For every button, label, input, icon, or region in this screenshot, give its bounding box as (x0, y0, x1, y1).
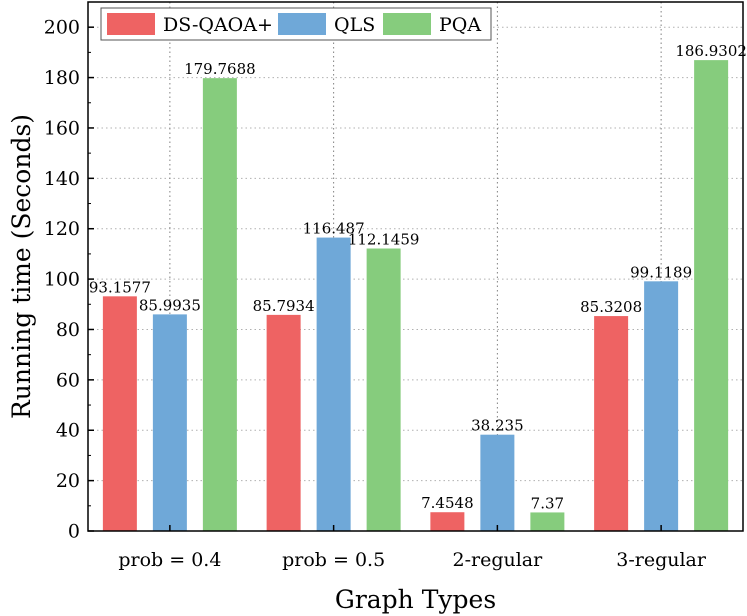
y-tick-label: 100 (44, 269, 80, 291)
bar-ds-qaoa- (430, 512, 465, 531)
bar-pqa (694, 60, 729, 532)
data-label: 38.235 (471, 417, 524, 435)
data-label: 85.9935 (139, 296, 201, 314)
legend-swatch (107, 13, 155, 35)
bar-pqa (202, 78, 237, 531)
y-tick-label: 80 (56, 319, 80, 341)
legend-label: PQA (439, 14, 481, 36)
data-label: 116.487 (303, 220, 365, 238)
bars (102, 60, 729, 532)
x-tick-label: 2-regular (453, 549, 544, 571)
plot-frame (87, 1, 744, 532)
bar-ds-qaoa- (102, 296, 137, 531)
y-tick-label: 200 (44, 17, 80, 39)
legend: DS-QAOA+ QLS PQA (100, 7, 492, 41)
x-tick-label: prob = 0.5 (282, 549, 385, 571)
legend-label: QLS (334, 14, 375, 36)
legend-swatch (383, 13, 431, 35)
bar-qls (480, 434, 515, 531)
data-label: 7.37 (531, 494, 564, 512)
y-tick-label: 60 (56, 369, 80, 391)
bar-qls (152, 314, 187, 531)
legend-swatch (278, 13, 326, 35)
bar-ds-qaoa- (594, 316, 629, 531)
bar-qls (316, 237, 351, 531)
data-label: 99.1189 (630, 263, 692, 281)
bar-pqa (530, 512, 565, 531)
y-tick-label: 120 (44, 218, 80, 240)
data-labels: 93.1577 85.7934 7.4548 85.3208 85.9935 116.48… (89, 42, 747, 512)
y-tick-label: 160 (44, 117, 80, 139)
x-axis-title: Graph Types (335, 585, 496, 614)
data-label: 186.9302 (675, 42, 747, 60)
legend-label: DS-QAOA+ (163, 14, 273, 36)
bar-qls (644, 281, 679, 531)
y-tick-label: 140 (44, 168, 80, 190)
data-label: 179.7688 (184, 60, 256, 78)
x-tick-label: prob = 0.4 (118, 549, 221, 571)
y-tick-label: 180 (44, 67, 80, 89)
x-tick-label: 3-regular (616, 549, 707, 571)
y-tick-label: 0 (68, 521, 80, 543)
bar-pqa (366, 248, 401, 531)
data-label: 85.3208 (580, 298, 642, 316)
data-label: 85.7934 (253, 297, 315, 315)
y-tick-label: 40 (56, 420, 80, 442)
y-axis: 0 20 40 60 80 100 120 140 160 180 200 (44, 17, 94, 543)
bar-ds-qaoa- (266, 314, 301, 531)
y-axis-title: Running time (Seconds) (7, 114, 36, 419)
data-label: 112.1459 (348, 230, 420, 248)
x-axis: prob = 0.4 prob = 0.5 2-regular 3-regular (118, 525, 707, 571)
data-label: 7.4548 (421, 494, 474, 512)
y-tick-label: 20 (56, 470, 80, 492)
data-label: 93.1577 (89, 278, 151, 296)
